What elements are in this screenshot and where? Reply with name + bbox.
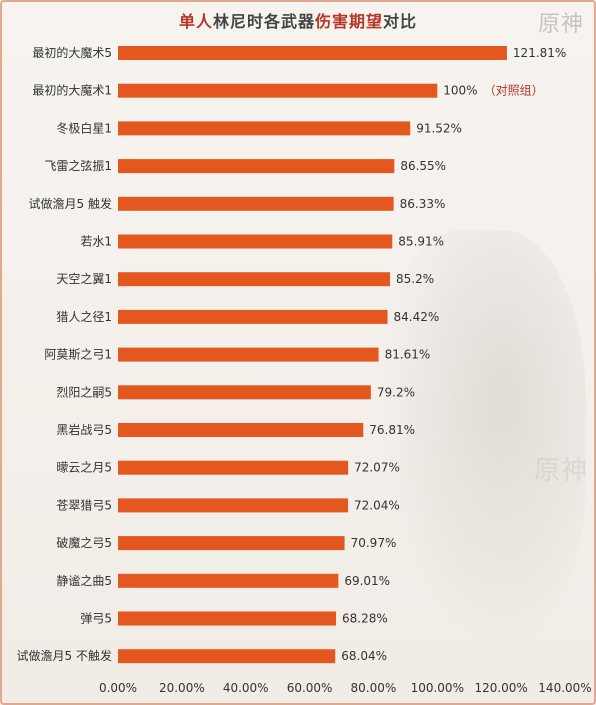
data-label: 86.33% <box>400 197 446 211</box>
category-label: 静谧之曲5 <box>56 574 112 588</box>
bar <box>118 536 345 551</box>
genshin-logo: 原神 <box>537 12 584 37</box>
bar <box>118 46 507 60</box>
category-label: 苍翠猎弓5 <box>56 498 112 512</box>
x-tick-label: 120.00% <box>474 681 527 695</box>
genshin-watermark: 原神 <box>533 456 588 486</box>
category-label: 黑岩战弓5 <box>56 422 112 437</box>
x-tick-label: 100.00% <box>411 681 464 695</box>
category-label: 最初的大魔术1 <box>32 83 112 98</box>
category-label: 试做澹月5 触发 <box>29 196 112 211</box>
x-tick-label: 80.00% <box>351 681 397 695</box>
bar <box>118 83 438 98</box>
data-label: 100% <box>443 84 477 98</box>
bar <box>118 272 391 287</box>
category-label: 曚云之月5 <box>56 461 112 475</box>
annotation-label: （对照组） <box>484 84 544 98</box>
bar <box>118 234 393 249</box>
bar <box>118 121 411 136</box>
category-label: 烈阳之嗣5 <box>56 385 112 399</box>
chart-title: 单人林尼时各武器伤害期望对比 <box>0 8 596 32</box>
bar <box>118 573 339 588</box>
x-tick-label: 40.00% <box>223 681 269 695</box>
bar <box>118 159 395 174</box>
data-label: 68.04% <box>341 649 387 663</box>
category-label: 飞雷之弦振1 <box>44 158 112 173</box>
bar <box>118 196 394 211</box>
data-label: 81.61% <box>385 348 431 362</box>
data-label: 72.07% <box>354 461 400 475</box>
bar <box>118 423 364 437</box>
data-label: 85.2% <box>396 272 434 286</box>
category-label: 破魔之弓5 <box>56 535 112 550</box>
data-label: 86.55% <box>400 159 446 173</box>
data-label: 72.04% <box>354 498 400 512</box>
bar <box>118 460 349 475</box>
data-label: 69.01% <box>344 574 390 588</box>
bar <box>118 611 337 626</box>
bar <box>118 385 371 400</box>
x-tick-label: 0.00% <box>99 681 137 695</box>
bar <box>118 649 336 664</box>
x-tick-label: 60.00% <box>287 681 333 695</box>
bar <box>118 309 388 324</box>
title-part-2: 林尼时各武器 <box>212 12 315 31</box>
category-label: 弹弓5 <box>80 612 112 626</box>
data-label: 84.42% <box>394 310 440 324</box>
title-part-1: 单人 <box>178 12 213 31</box>
x-tick-label: 140.00% <box>538 681 591 695</box>
data-label: 79.2% <box>377 385 415 399</box>
category-label: 猎人之径1 <box>56 310 112 324</box>
data-label: 76.81% <box>369 423 415 437</box>
data-label: 85.91% <box>398 235 444 249</box>
category-label: 阿莫斯之弓1 <box>44 348 112 362</box>
category-label: 冬极白星1 <box>56 120 112 135</box>
background-character-art <box>376 230 586 650</box>
bar <box>118 347 379 362</box>
bar <box>118 498 349 513</box>
title-part-3: 伤害期望 <box>315 12 384 31</box>
data-label: 70.97% <box>351 536 397 550</box>
data-label: 68.28% <box>342 612 388 626</box>
title-part-4: 对比 <box>383 12 418 31</box>
category-label: 天空之翼1 <box>56 272 112 286</box>
data-label: 121.81% <box>513 46 566 60</box>
data-label: 91.52% <box>416 121 462 135</box>
category-label: 最初的大魔术5 <box>32 45 112 60</box>
category-label: 试做澹月5 不触发 <box>17 648 112 663</box>
category-label: 若水1 <box>80 235 112 249</box>
x-tick-label: 20.00% <box>159 681 205 695</box>
